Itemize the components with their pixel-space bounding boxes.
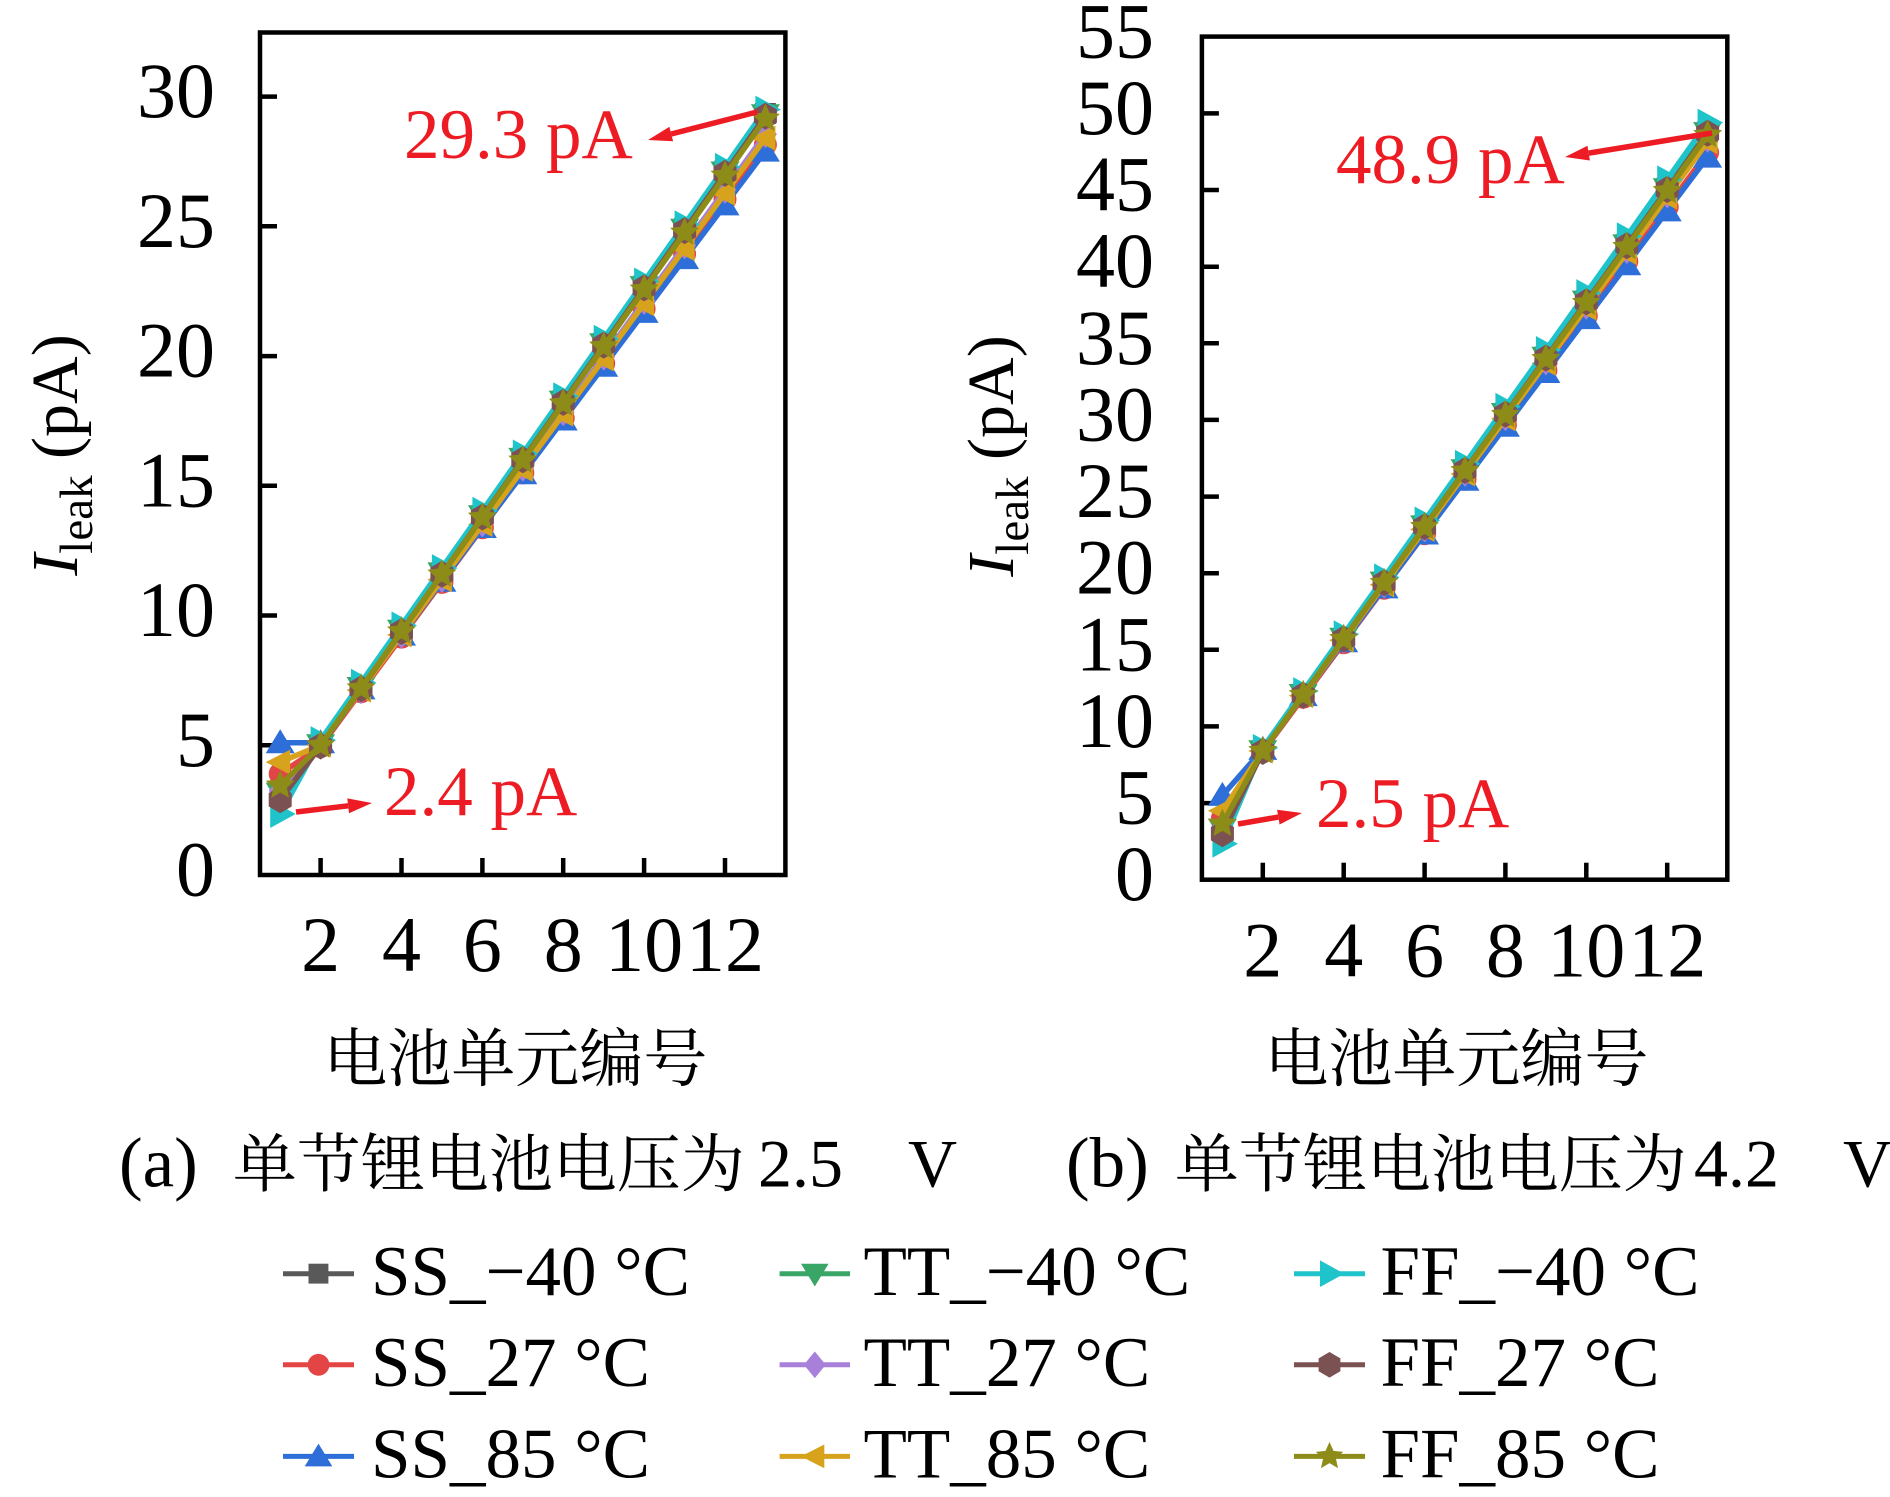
svg-text:Ileak (pA): Ileak (pA) bbox=[955, 335, 1039, 577]
svg-text:25: 25 bbox=[137, 177, 215, 264]
svg-text:Ileak (pA): Ileak (pA) bbox=[19, 334, 103, 576]
svg-text:TT_27 °C: TT_27 °C bbox=[864, 1324, 1151, 1402]
svg-text:V: V bbox=[1843, 1126, 1890, 1202]
svg-text:4.2: 4.2 bbox=[1694, 1126, 1779, 1202]
svg-text:15: 15 bbox=[137, 436, 215, 523]
svg-text:29.3 pA: 29.3 pA bbox=[404, 96, 633, 174]
svg-text:55: 55 bbox=[1076, 0, 1154, 74]
svg-text:20: 20 bbox=[137, 307, 215, 394]
svg-text:25: 25 bbox=[1076, 447, 1154, 534]
svg-text:TT_85 °C: TT_85 °C bbox=[864, 1416, 1151, 1492]
svg-text:2: 2 bbox=[301, 901, 340, 988]
svg-text:45: 45 bbox=[1076, 141, 1154, 228]
svg-text:15: 15 bbox=[1076, 600, 1154, 687]
svg-text:40: 40 bbox=[1076, 217, 1154, 304]
svg-text:8: 8 bbox=[1486, 907, 1525, 994]
svg-text:FF_85 °C: FF_85 °C bbox=[1381, 1416, 1660, 1492]
svg-text:FF_−40 °C: FF_−40 °C bbox=[1381, 1233, 1700, 1311]
svg-text:SS_27 °C: SS_27 °C bbox=[371, 1324, 650, 1402]
svg-text:4: 4 bbox=[1324, 907, 1363, 994]
svg-text:V: V bbox=[908, 1126, 957, 1202]
svg-text:12: 12 bbox=[686, 901, 764, 988]
svg-text:10: 10 bbox=[1547, 907, 1625, 994]
svg-text:48.9 pA: 48.9 pA bbox=[1336, 121, 1565, 199]
svg-text:4: 4 bbox=[382, 901, 421, 988]
svg-text:30: 30 bbox=[1076, 370, 1154, 457]
svg-text:(a): (a) bbox=[119, 1125, 198, 1203]
svg-text:SS_85 °C: SS_85 °C bbox=[371, 1416, 650, 1492]
svg-text:50: 50 bbox=[1076, 64, 1154, 151]
svg-text:0: 0 bbox=[176, 826, 215, 913]
svg-text:SS_−40 °C: SS_−40 °C bbox=[371, 1233, 690, 1311]
svg-text:5: 5 bbox=[1115, 754, 1154, 841]
svg-text:8: 8 bbox=[544, 901, 583, 988]
svg-text:20: 20 bbox=[1076, 524, 1154, 611]
svg-text:(b): (b) bbox=[1066, 1125, 1149, 1203]
svg-text:2: 2 bbox=[1243, 907, 1282, 994]
svg-text:6: 6 bbox=[1405, 907, 1444, 994]
svg-text:10: 10 bbox=[1076, 677, 1154, 764]
svg-text:FF_27 °C: FF_27 °C bbox=[1381, 1324, 1660, 1402]
svg-text:12: 12 bbox=[1628, 907, 1706, 994]
svg-text:10: 10 bbox=[137, 566, 215, 653]
svg-text:6: 6 bbox=[463, 901, 502, 988]
svg-text:35: 35 bbox=[1076, 294, 1154, 381]
svg-text:2.5 pA: 2.5 pA bbox=[1316, 765, 1509, 843]
svg-text:2.5: 2.5 bbox=[758, 1126, 843, 1202]
svg-text:30: 30 bbox=[137, 47, 215, 134]
svg-text:5: 5 bbox=[176, 696, 215, 783]
svg-text:10: 10 bbox=[605, 901, 683, 988]
svg-text:2.4 pA: 2.4 pA bbox=[384, 753, 577, 831]
svg-text:TT_−40 °C: TT_−40 °C bbox=[864, 1233, 1191, 1311]
svg-text:0: 0 bbox=[1115, 830, 1154, 917]
